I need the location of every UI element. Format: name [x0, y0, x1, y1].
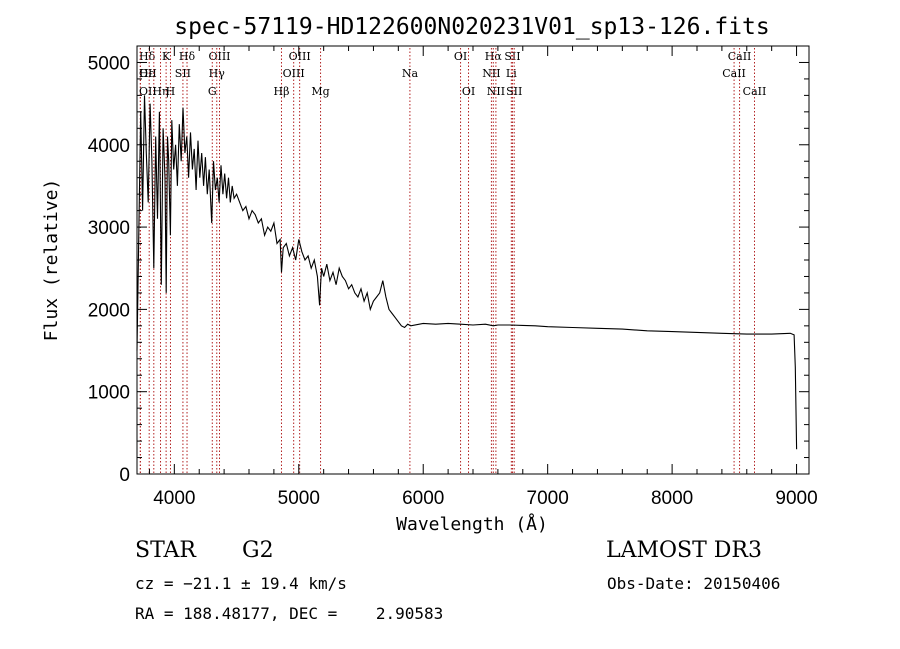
line-label: Mg — [311, 85, 329, 98]
line-label: NII — [482, 67, 500, 80]
survey-name: LAMOST DR3 — [606, 538, 762, 563]
y-tick-label: 3000 — [88, 218, 130, 239]
line-label: OII — [139, 85, 157, 98]
line-label: Hη — [152, 85, 168, 98]
spectrum-series-line — [136, 95, 798, 450]
line-label: CaII — [722, 67, 746, 80]
line-label: Hδ — [139, 50, 156, 63]
x-tick-label: 5000 — [278, 488, 320, 509]
object-class: STAR — [135, 538, 196, 563]
x-tick-label: 7000 — [527, 488, 569, 509]
line-label: Hα — [485, 50, 503, 63]
line-label: SII — [175, 67, 191, 80]
line-label: Hγ — [209, 67, 226, 80]
x-tick-label: 9000 — [775, 488, 817, 509]
line-label: OIII — [289, 50, 311, 63]
line-label: CaII — [728, 50, 752, 63]
x-tick-label: 4000 — [153, 488, 195, 509]
x-tick-label: 6000 — [402, 488, 444, 509]
line-label: OI — [454, 50, 467, 63]
redshift-cz: cz = −21.1 ± 19.4 km/s — [135, 574, 347, 593]
line-label: Na — [402, 67, 419, 80]
line-label: K — [162, 50, 171, 63]
line-label: OIII — [208, 50, 230, 63]
line-label: H — [166, 85, 176, 98]
y-tick-label: 2000 — [88, 300, 130, 321]
line-label: CaII — [743, 85, 767, 98]
x-axis-label: Wavelength (Å) — [396, 513, 548, 535]
line-label: SII — [504, 50, 520, 63]
line-label: OI — [462, 85, 475, 98]
observation-date: Obs-Date: 20150406 — [607, 574, 781, 593]
line-label: Hε — [139, 67, 155, 80]
line-label: SII — [506, 85, 522, 98]
line-label: G — [208, 85, 217, 98]
plot-frame — [136, 45, 810, 475]
y-axis-label: Flux (relative) — [41, 179, 62, 342]
y-axis: 0 1000 2000 3000 4000 5000 — [88, 45, 809, 486]
y-tick-label: 5000 — [88, 53, 130, 74]
object-subclass: G2 — [242, 538, 274, 563]
line-label: Li — [506, 67, 517, 80]
y-tick-label: 4000 — [88, 136, 130, 157]
ra-dec-coordinates: RA = 188.48177, DEC = 2.90583 — [135, 604, 444, 623]
x-axis: 4000 5000 6000 7000 8000 9000 — [148, 46, 818, 509]
y-tick-label: 1000 — [88, 383, 130, 404]
line-label: NII — [487, 85, 505, 98]
x-tick-label: 8000 — [651, 488, 693, 509]
line-label: OIII — [283, 67, 305, 80]
y-tick-label: 0 — [119, 465, 130, 486]
line-label: Hβ — [274, 85, 290, 98]
line-label: OII — [139, 67, 157, 80]
line-label: Hδ — [179, 50, 196, 63]
chart-title: spec-57119-HD122600N020231V01_sp13-126.f… — [174, 14, 769, 40]
